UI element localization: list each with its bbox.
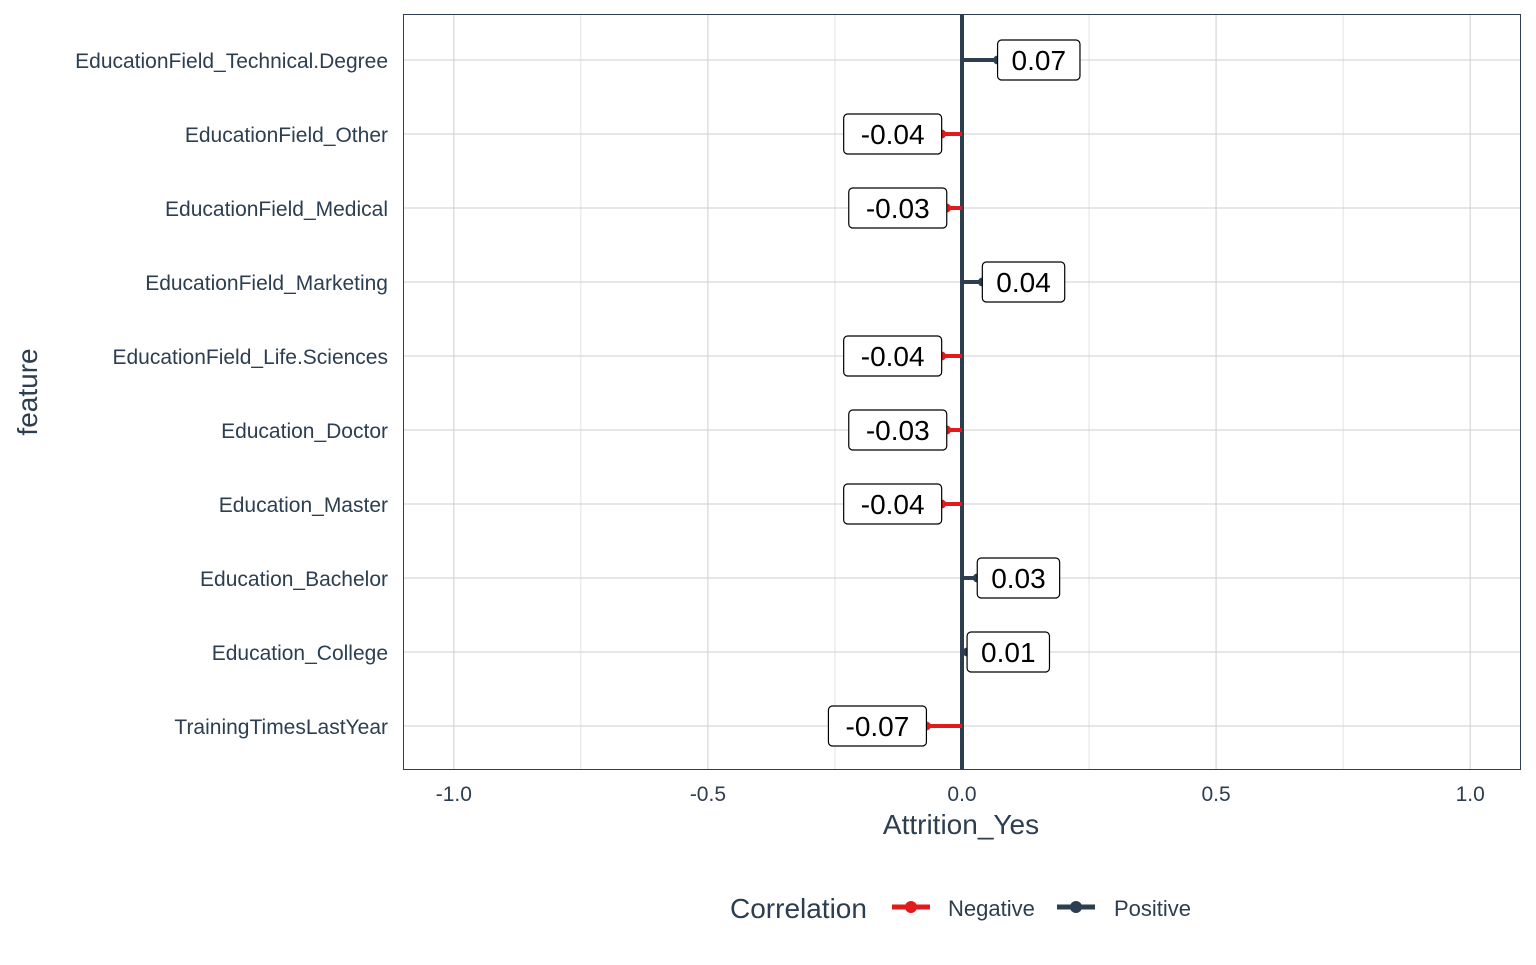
- data-label-text: -0.04: [861, 341, 925, 372]
- y-tick-label: EducationField_Life.Sciences: [112, 346, 388, 369]
- data-label-text: 0.03: [991, 563, 1046, 594]
- y-tick-label: EducationField_Marketing: [145, 272, 388, 295]
- y-tick-label: Education_Master: [219, 494, 388, 517]
- legend-label-negative: Negative: [948, 896, 1035, 921]
- data-label: 0.07: [996, 39, 1081, 81]
- legend-label-positive: Positive: [1114, 896, 1191, 921]
- y-tick-label: EducationField_Other: [185, 124, 388, 147]
- data-label-box: [843, 113, 943, 155]
- legend-title: Correlation: [730, 893, 867, 924]
- marks-layer: 0.07 -0.04 -0.03 0.04 -0.04 -0.03 -0.04 0.03 0.0…: [827, 39, 1081, 747]
- x-tick-labels: -1.0 -0.5 0.0 0.5 1.0: [436, 783, 1485, 806]
- data-label-box: [848, 409, 948, 451]
- legend-key-positive: [1057, 901, 1095, 913]
- data-label-box: [981, 261, 1066, 303]
- data-label-text: -0.04: [861, 489, 925, 520]
- data-label-box: [966, 631, 1051, 673]
- data-label-box: [843, 483, 943, 525]
- x-axis-title: Attrition_Yes: [883, 809, 1039, 840]
- data-label: -0.07: [827, 705, 928, 747]
- data-label: -0.03: [848, 187, 948, 229]
- data-label: -0.04: [843, 113, 943, 155]
- y-tick-labels: EducationField_Technical.Degree Education…: [75, 50, 388, 739]
- x-tick-label: -1.0: [436, 783, 472, 806]
- y-tick-label: Education_College: [212, 642, 388, 665]
- data-label-box: [827, 705, 928, 747]
- x-tick-label: -0.5: [690, 783, 726, 806]
- data-label-text: -0.03: [866, 415, 930, 446]
- data-label: 0.04: [981, 261, 1066, 303]
- data-label-text: 0.01: [981, 637, 1036, 668]
- y-tick-label: EducationField_Technical.Degree: [75, 50, 388, 73]
- y-tick-label: EducationField_Medical: [165, 198, 388, 221]
- x-tick-label: 1.0: [1456, 783, 1485, 806]
- x-tick-label: 0.5: [1201, 783, 1230, 806]
- data-label-box: [976, 557, 1061, 599]
- data-label-text: 0.07: [1012, 45, 1067, 76]
- data-label-box: [996, 39, 1081, 81]
- y-tick-label: Education_Bachelor: [200, 568, 388, 591]
- x-tick-label: 0.0: [947, 783, 976, 806]
- y-tick-label: TrainingTimesLastYear: [174, 716, 388, 739]
- data-label: -0.04: [843, 483, 943, 525]
- data-label: 0.03: [976, 557, 1061, 599]
- y-tick-label: Education_Doctor: [221, 420, 388, 443]
- legend-key-negative: [892, 901, 930, 913]
- data-label-box: [848, 187, 948, 229]
- legend: Correlation Negative Positive: [730, 893, 1191, 924]
- data-label-text: -0.03: [866, 193, 930, 224]
- y-axis-title: feature: [12, 348, 43, 435]
- data-label-text: -0.04: [861, 119, 925, 150]
- data-label-box: [843, 335, 943, 377]
- data-label: 0.01: [966, 631, 1051, 673]
- data-label: -0.03: [848, 409, 948, 451]
- data-label-text: -0.07: [846, 711, 910, 742]
- data-label-text: 0.04: [996, 267, 1051, 298]
- data-label: -0.04: [843, 335, 943, 377]
